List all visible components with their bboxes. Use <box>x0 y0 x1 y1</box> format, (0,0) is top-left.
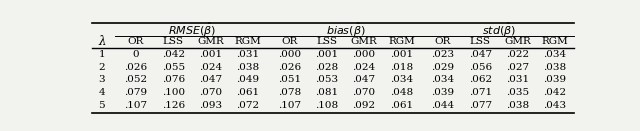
Text: .053: .053 <box>315 75 338 84</box>
Text: $\mathit{RMSE}(\hat{\beta})$: $\mathit{RMSE}(\hat{\beta})$ <box>168 21 216 39</box>
Text: .055: .055 <box>162 62 185 72</box>
Text: .043: .043 <box>543 101 566 110</box>
Text: 1: 1 <box>99 50 105 59</box>
Text: GMR: GMR <box>504 37 531 46</box>
Text: $\mathit{std}(\hat{\beta})$: $\mathit{std}(\hat{\beta})$ <box>482 21 516 39</box>
Text: .047: .047 <box>353 75 376 84</box>
Text: .070: .070 <box>199 88 222 97</box>
Text: .034: .034 <box>431 75 454 84</box>
Text: RGM: RGM <box>388 37 415 46</box>
Text: .049: .049 <box>236 75 260 84</box>
Text: .024: .024 <box>199 62 222 72</box>
Text: .042: .042 <box>162 50 185 59</box>
Text: .051: .051 <box>278 75 301 84</box>
Text: .000: .000 <box>278 50 301 59</box>
Text: 0: 0 <box>132 50 139 59</box>
Text: .023: .023 <box>431 50 454 59</box>
Text: .039: .039 <box>543 75 566 84</box>
Text: .048: .048 <box>390 88 413 97</box>
Text: .031: .031 <box>236 50 260 59</box>
Text: 3: 3 <box>99 75 105 84</box>
Text: .028: .028 <box>315 62 338 72</box>
Text: .038: .038 <box>543 62 566 72</box>
Text: .029: .029 <box>431 62 454 72</box>
Text: .042: .042 <box>543 88 566 97</box>
Text: .024: .024 <box>353 62 376 72</box>
Text: .047: .047 <box>199 75 222 84</box>
Text: 4: 4 <box>99 88 105 97</box>
Text: .056: .056 <box>468 62 492 72</box>
Text: .078: .078 <box>278 88 301 97</box>
Text: .062: .062 <box>468 75 492 84</box>
Text: 5: 5 <box>99 101 105 110</box>
Text: .092: .092 <box>353 101 376 110</box>
Text: $\mathit{bias}(\hat{\beta})$: $\mathit{bias}(\hat{\beta})$ <box>326 21 365 39</box>
Text: .039: .039 <box>431 88 454 97</box>
Text: LSS: LSS <box>163 37 184 46</box>
Text: .034: .034 <box>543 50 566 59</box>
Text: .000: .000 <box>353 50 376 59</box>
Text: .022: .022 <box>506 50 529 59</box>
Text: .052: .052 <box>124 75 147 84</box>
Text: OR: OR <box>281 37 298 46</box>
Text: OR: OR <box>435 37 451 46</box>
Text: .035: .035 <box>506 88 529 97</box>
Text: .001: .001 <box>315 50 338 59</box>
Text: .126: .126 <box>162 101 185 110</box>
Text: .079: .079 <box>124 88 147 97</box>
Text: .100: .100 <box>162 88 185 97</box>
Text: .061: .061 <box>236 88 260 97</box>
Text: .001: .001 <box>390 50 413 59</box>
Text: GMR: GMR <box>197 37 224 46</box>
Text: .077: .077 <box>468 101 492 110</box>
Text: .026: .026 <box>124 62 147 72</box>
Text: RGM: RGM <box>235 37 261 46</box>
Text: λ: λ <box>98 35 106 48</box>
Text: .047: .047 <box>468 50 492 59</box>
Text: .026: .026 <box>278 62 301 72</box>
Text: .071: .071 <box>468 88 492 97</box>
Text: .044: .044 <box>431 101 454 110</box>
Text: .018: .018 <box>390 62 413 72</box>
Text: .070: .070 <box>353 88 376 97</box>
Text: .081: .081 <box>315 88 338 97</box>
Text: LSS: LSS <box>470 37 491 46</box>
Text: GMR: GMR <box>351 37 378 46</box>
Text: .108: .108 <box>315 101 338 110</box>
Text: .027: .027 <box>506 62 529 72</box>
Text: LSS: LSS <box>316 37 337 46</box>
Text: .001: .001 <box>199 50 222 59</box>
Text: .061: .061 <box>390 101 413 110</box>
Text: OR: OR <box>128 37 144 46</box>
Text: .107: .107 <box>124 101 147 110</box>
Text: .038: .038 <box>506 101 529 110</box>
Text: .107: .107 <box>278 101 301 110</box>
Text: 2: 2 <box>99 62 105 72</box>
Text: .031: .031 <box>506 75 529 84</box>
Text: .093: .093 <box>199 101 222 110</box>
Text: .072: .072 <box>236 101 260 110</box>
Text: RGM: RGM <box>541 37 568 46</box>
Text: .076: .076 <box>162 75 185 84</box>
Text: .034: .034 <box>390 75 413 84</box>
Text: .038: .038 <box>236 62 260 72</box>
